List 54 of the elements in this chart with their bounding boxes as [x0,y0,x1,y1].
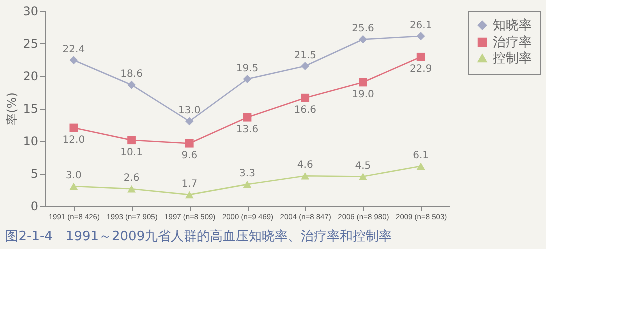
point [416,162,426,170]
point [185,117,194,126]
point [185,191,194,199]
caption: 图2-1-4 1991～2009九省人群的高血压知晓率、治疗率和控制率 [6,228,392,244]
legend-label: 控制率 [493,50,532,66]
point [128,185,136,193]
legend-label: 治疗率 [493,34,532,50]
point [70,56,78,65]
data-label: 3.0 [66,170,82,182]
point [359,173,368,180]
y-tick-label: 0 [30,200,38,214]
point [128,80,136,90]
data-label: 22.4 [62,44,86,56]
point [70,182,78,190]
point [301,172,310,180]
data-label: 18.6 [120,69,143,80]
data-label: 16.6 [294,105,316,116]
data-label: 9.6 [182,150,198,162]
data-label: 26.1 [410,20,432,32]
point [128,136,136,145]
data-label: 25.6 [352,24,374,35]
legend-label: 知晓率 [493,18,532,34]
point [301,94,310,102]
data-label: 19.5 [236,63,259,74]
data-label: 19.0 [352,90,374,100]
point [185,139,194,148]
point [359,78,368,87]
y-tick-label: 25 [23,37,38,51]
y-axis-title: 率(%) [5,92,20,126]
data-label: 22.9 [410,64,432,76]
data-label: 2.6 [124,173,140,184]
y-tick-label: 5 [30,167,38,181]
point [416,52,426,62]
y-tick-label: 10 [23,134,38,148]
data-label: 4.5 [355,160,372,172]
point [243,180,252,188]
y-tick-label: 20 [23,70,38,84]
data-label: 3.3 [240,168,256,180]
y-tick-label: 30 [23,4,38,18]
point [301,62,310,70]
data-label: 13.6 [236,124,259,136]
y-tick-label: 15 [23,102,38,116]
data-label: 6.1 [413,150,430,162]
data-label: 4.6 [297,160,314,172]
data-label: 10.1 [120,147,143,158]
point [359,35,368,44]
data-label: 21.5 [294,50,316,62]
point [416,32,426,41]
data-label: 1.7 [182,178,198,190]
point [70,124,78,132]
point [243,113,252,122]
point [243,75,252,84]
data-label: 12.0 [62,135,86,146]
data-label: 13.0 [178,106,201,116]
